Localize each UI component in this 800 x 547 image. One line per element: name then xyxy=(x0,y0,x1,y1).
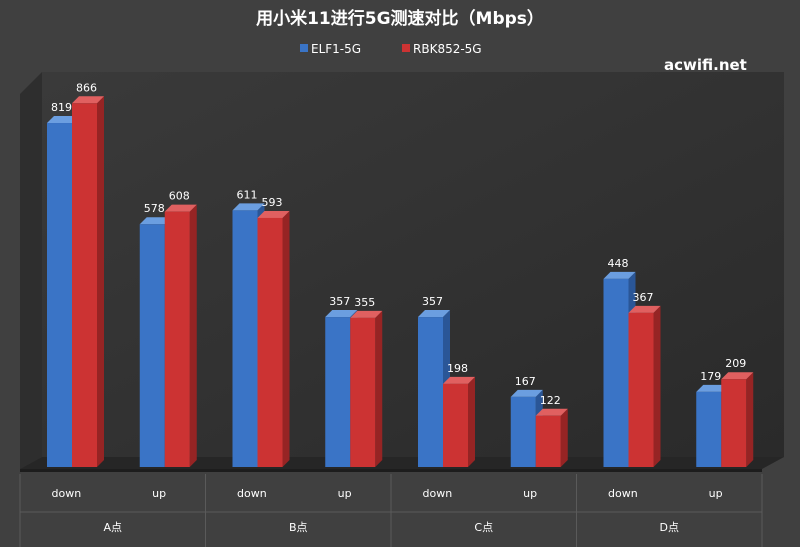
bar-side xyxy=(282,210,290,467)
group-label: C点 xyxy=(474,521,493,534)
value-label: 179 xyxy=(700,370,721,383)
value-label: 167 xyxy=(515,375,536,388)
x-tick-label: up xyxy=(523,487,537,500)
bar-front xyxy=(232,210,258,467)
bar-front xyxy=(257,217,283,467)
bar-side xyxy=(375,310,383,467)
category-table: down up down up down up down up A点 B点 C点 D点 xyxy=(19,474,763,547)
value-label: 122 xyxy=(540,394,561,407)
bar-front xyxy=(535,415,561,467)
bar-front xyxy=(721,379,747,467)
value-label: 367 xyxy=(633,291,654,304)
bar-front xyxy=(72,103,97,467)
bar-front xyxy=(139,224,165,467)
bar-front xyxy=(164,211,190,467)
bar-elf1-2 xyxy=(232,203,265,467)
x-tick-label: down xyxy=(608,487,638,500)
plot-side-wall xyxy=(20,72,42,469)
bar-side xyxy=(468,376,475,467)
bar-front xyxy=(350,317,376,467)
value-label: 611 xyxy=(237,188,258,201)
watermark: acwifi.net xyxy=(664,56,747,74)
bar-top xyxy=(721,372,754,380)
bar-top xyxy=(350,310,383,318)
legend-swatch-elf1 xyxy=(300,44,308,52)
bar-rbk852-2 xyxy=(257,210,290,467)
x-tick-label: down xyxy=(237,487,267,500)
bars-layer xyxy=(47,96,754,468)
bar-side xyxy=(746,372,754,467)
bar-top xyxy=(257,210,290,218)
plot-floor xyxy=(20,457,784,469)
group-label: D点 xyxy=(660,521,679,534)
bar-top xyxy=(696,384,729,392)
value-label: 866 xyxy=(76,81,97,94)
legend-label-rbk852: RBK852-5G xyxy=(413,42,482,56)
bar-top xyxy=(164,204,197,212)
bar-front xyxy=(443,383,468,467)
x-tick-label: down xyxy=(423,487,453,500)
bar-side xyxy=(653,305,661,467)
group-label: B点 xyxy=(289,521,308,534)
bar-rbk852-5 xyxy=(535,408,568,467)
bar-top xyxy=(535,408,568,416)
x-tick-label: up xyxy=(709,487,723,500)
bar-front xyxy=(628,312,654,467)
bar-rbk852-1 xyxy=(164,204,197,467)
bar-top xyxy=(510,389,543,397)
bar-rbk852-0 xyxy=(72,96,104,467)
bar-side xyxy=(189,204,197,467)
bar-front xyxy=(418,317,443,467)
bar-top xyxy=(72,96,104,104)
value-label: 819 xyxy=(51,101,72,114)
legend-swatch-rbk852 xyxy=(402,44,410,52)
value-label: 209 xyxy=(725,357,746,370)
value-label: 355 xyxy=(354,296,375,309)
x-tick-label: up xyxy=(152,487,166,500)
legend: ELF1-5G RBK852-5G xyxy=(300,42,482,56)
bar-rbk852-3 xyxy=(350,310,383,467)
bar-top xyxy=(628,305,661,313)
bar-side xyxy=(97,96,104,467)
value-label: 357 xyxy=(329,295,350,308)
legend-label-elf1: ELF1-5G xyxy=(311,42,361,56)
x-tick-label: down xyxy=(52,487,82,500)
value-label: 593 xyxy=(262,196,283,209)
group-label: A点 xyxy=(103,521,122,534)
bar-top xyxy=(418,310,450,318)
bar-top xyxy=(603,271,636,279)
bar-rbk852-6 xyxy=(628,305,661,467)
bar-front xyxy=(510,396,536,467)
plot-floor-edge xyxy=(20,469,762,472)
value-labels-layer: 819 866 578 608 611 593 357 355 357 198 167 122 448 3… xyxy=(51,81,746,406)
value-label: 608 xyxy=(169,190,190,203)
bar-top xyxy=(325,310,358,318)
value-label: 198 xyxy=(447,362,468,375)
bar-front xyxy=(603,278,629,467)
bar-front xyxy=(696,391,722,467)
bar-top xyxy=(443,376,475,384)
bar-top xyxy=(232,203,265,211)
bar-top xyxy=(139,217,172,225)
value-label: 578 xyxy=(144,202,165,215)
x-tick-label: up xyxy=(338,487,352,500)
bar-front xyxy=(325,317,351,467)
bar-front xyxy=(47,123,72,468)
bar-top xyxy=(47,116,79,124)
value-label: 357 xyxy=(422,295,443,308)
plot-back-wall xyxy=(42,72,784,457)
bar-side xyxy=(560,408,568,467)
bar-rbk852-7 xyxy=(721,372,754,467)
chart-title: 用小米11进行5G测速对比（Mbps） xyxy=(256,8,544,29)
bar-rbk852-4 xyxy=(443,376,475,467)
value-label: 448 xyxy=(608,257,629,270)
